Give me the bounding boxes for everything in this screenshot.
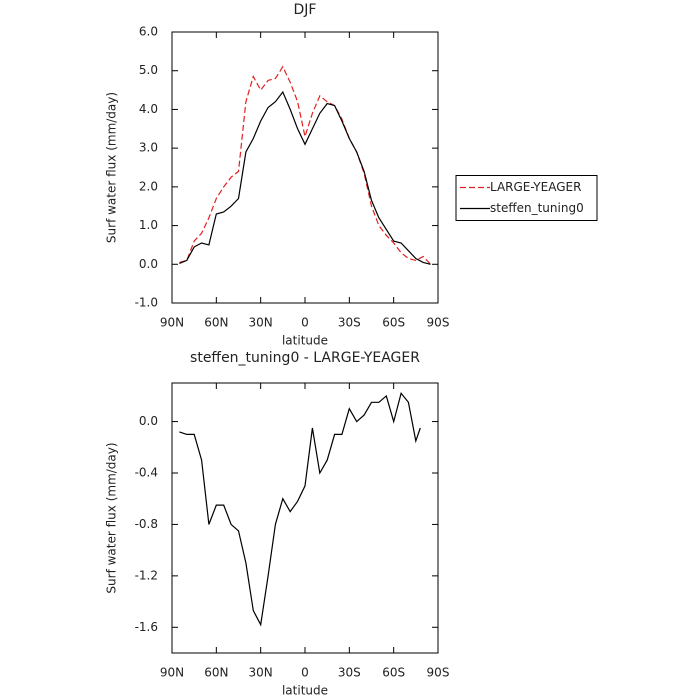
x-tick-label: 60S: [382, 666, 405, 680]
x-tick-label: 30N: [249, 666, 273, 680]
x-tick-label: 90N: [160, 666, 184, 680]
x-tick-label: 30N: [249, 316, 273, 330]
y-tick-label: 0.0: [139, 414, 158, 428]
x-tick-label: 90S: [427, 666, 450, 680]
x-tick-label: 30S: [338, 666, 361, 680]
x-axis-label: latitude: [282, 684, 328, 698]
x-tick-label: 60S: [382, 316, 405, 330]
y-axis-label: Surf water flux (mm/day): [105, 92, 119, 243]
y-tick-label: -1.6: [135, 620, 158, 634]
x-tick-label: 60N: [204, 316, 228, 330]
x-tick-label: 90S: [427, 316, 450, 330]
y-tick-label: 0.0: [139, 257, 158, 271]
x-axis-label: latitude: [282, 334, 328, 348]
y-tick-label: -1.2: [135, 568, 158, 582]
y-tick-label: 5.0: [139, 63, 158, 77]
y-tick-label: 3.0: [139, 141, 158, 155]
y-tick-label: 4.0: [139, 102, 158, 116]
series-line: [179, 90, 431, 265]
plot-frame: [171, 382, 439, 654]
y-tick-label: -0.8: [135, 517, 158, 531]
x-tick-label: 30S: [338, 316, 361, 330]
plot-frame: [171, 31, 439, 304]
series-line: [179, 392, 421, 627]
chart-title: DJF: [294, 2, 317, 18]
y-tick-label: 2.0: [139, 179, 158, 193]
y-axis-label: Surf water flux (mm/day): [105, 442, 119, 593]
y-tick-label: 6.0: [139, 25, 158, 39]
y-tick-label: -1.0: [135, 296, 158, 310]
x-tick-label: 60N: [204, 666, 228, 680]
x-tick-label: 90N: [160, 316, 184, 330]
chart-title: steffen_tuning0 - LARGE-YEAGER: [190, 350, 420, 366]
y-tick-label: 1.0: [139, 218, 158, 232]
legend-label: LARGE-YEAGER: [490, 180, 581, 194]
x-tick-label: 0: [301, 666, 309, 680]
x-tick-label: 0: [301, 316, 309, 330]
legend-label: steffen_tuning0: [490, 201, 584, 215]
legend-box: [455, 175, 598, 221]
series-line: [179, 65, 432, 265]
y-tick-label: -0.4: [135, 466, 158, 480]
